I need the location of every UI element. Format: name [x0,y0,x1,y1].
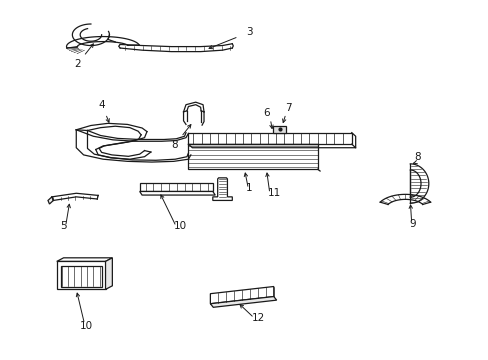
Polygon shape [212,178,232,201]
Polygon shape [61,266,102,287]
Polygon shape [210,297,276,307]
Polygon shape [57,261,105,289]
Polygon shape [140,192,215,195]
Text: 12: 12 [251,313,264,323]
Polygon shape [48,197,53,204]
Polygon shape [188,133,351,144]
Polygon shape [105,258,112,289]
Text: 7: 7 [285,103,291,113]
Polygon shape [210,287,273,304]
Text: 10: 10 [173,221,186,231]
Text: 6: 6 [263,108,270,118]
Polygon shape [140,183,212,192]
Text: 3: 3 [245,27,252,37]
Text: 9: 9 [408,219,415,229]
Polygon shape [57,258,112,261]
Polygon shape [188,144,317,169]
Text: 5: 5 [60,221,66,231]
Text: 4: 4 [99,100,105,110]
Text: 2: 2 [74,59,81,69]
Text: 8: 8 [171,140,178,150]
Text: 10: 10 [80,321,92,331]
Text: 8: 8 [413,152,420,162]
Bar [272,126,286,133]
Text: 1: 1 [245,184,252,193]
Text: 11: 11 [267,188,281,198]
